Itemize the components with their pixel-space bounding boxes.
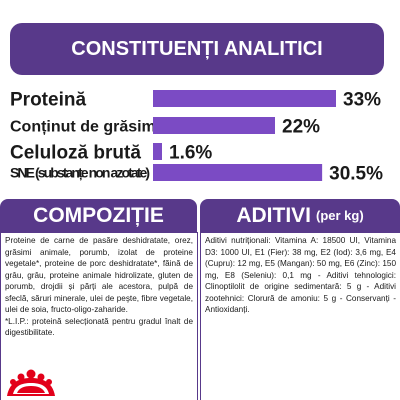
value-label: 1.6% <box>169 143 212 164</box>
bar <box>153 143 162 160</box>
additives-text: Aditivi nutriționali: Vitamina A: 18500 … <box>205 236 396 314</box>
analytical-constituents-chart: Proteină 33% Conținut de grăsimi 22% Celuloz… <box>10 89 383 185</box>
analytical-constituents-banner: CONSTITUENȚI ANALITICI <box>10 23 384 75</box>
bar <box>153 117 275 134</box>
royal-canin-crown-logo <box>7 369 55 396</box>
category-label: Proteină <box>10 89 86 110</box>
bar <box>153 164 323 181</box>
value-label: 30.5% <box>329 164 383 185</box>
category-label: Conținut de grăsimi <box>10 118 160 135</box>
additives-header: ADITIVI (per kg) <box>200 199 400 232</box>
additives-title: ADITIVI <box>236 203 311 227</box>
additives-panel: Aditivi nutriționali: Vitamina A: 18500 … <box>200 232 400 400</box>
composition-text: Proteine de carne de pasăre deshidratate… <box>5 236 193 337</box>
value-label: 22% <box>282 117 320 138</box>
additives-subtitle: (per kg) <box>316 208 364 223</box>
composition-title: COMPOZIȚIE <box>33 203 164 227</box>
composition-header: COMPOZIȚIE <box>0 199 197 232</box>
category-label: Celuloză brută <box>10 142 141 163</box>
category-label: SNE (substanțe non azotate) <box>10 165 150 181</box>
value-label: 33% <box>343 90 381 111</box>
bar <box>153 90 336 107</box>
